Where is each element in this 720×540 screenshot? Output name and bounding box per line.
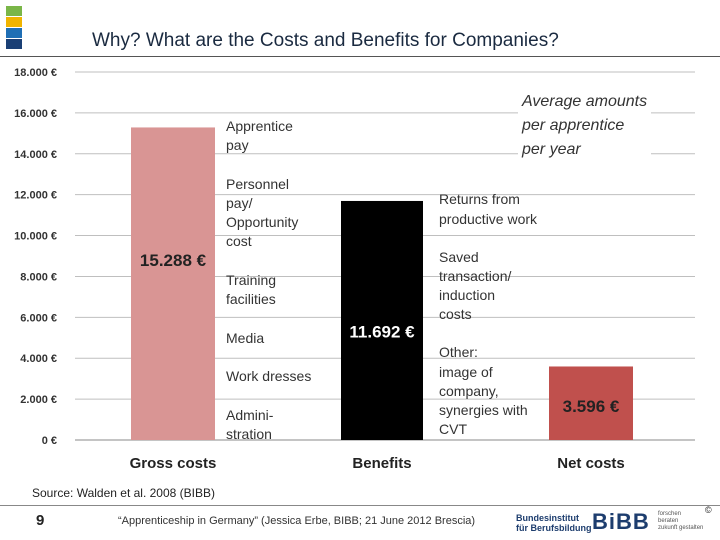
benefit-annotation: CVT — [439, 421, 467, 437]
gross-cost-annotation: Apprentice — [226, 118, 293, 134]
gross-cost-annotation: pay — [226, 137, 249, 153]
y-axis-tick-labels: 0 € 2.000 € 4.000 € 6.000 € 8.000 € 10.000 € 1… — [14, 67, 57, 447]
logo-square-3 — [6, 28, 22, 38]
benefit-annotation: image of — [439, 364, 493, 380]
copyright-mark: © — [705, 505, 712, 515]
benefit-annotation: company, — [439, 383, 499, 399]
bibb-name-line: für Berufsbildung — [516, 523, 592, 533]
logo-squares — [6, 6, 22, 50]
footer-text: “Apprenticeship in Germany” (Jessica Erb… — [118, 515, 476, 527]
title-divider — [0, 56, 720, 57]
bar-value-label: 15.288 € — [140, 251, 207, 270]
bibb-institute-name: Bundesinstitut für Berufsbildung — [516, 513, 592, 533]
y-tick-label: 18.000 € — [14, 67, 57, 79]
x-category-label: Net costs — [557, 455, 625, 472]
bar — [341, 200, 423, 440]
y-tick-label: 10.000 € — [14, 231, 57, 243]
benefit-annotation: induction — [439, 287, 495, 303]
gross-cost-annotation: pay/ — [226, 195, 253, 211]
bibb-tagline-line: zukunft gestalten — [658, 525, 704, 531]
page-number: 9 — [36, 512, 45, 529]
cost-benefit-chart: 0 € 2.000 € 4.000 € 6.000 € 8.000 € 10.000 € 1… — [14, 67, 695, 472]
bar-value-label: 3.596 € — [563, 397, 620, 416]
footer-divider — [0, 505, 720, 506]
y-tick-label: 16.000 € — [14, 108, 57, 120]
benefit-annotation: Returns from — [439, 191, 520, 207]
gross-cost-annotation: facilities — [226, 291, 276, 307]
y-tick-label: 12.000 € — [14, 190, 57, 202]
chart-bars — [131, 127, 633, 440]
gross-cost-annotation: Admini- — [226, 407, 274, 423]
average-amounts-note: Average amounts per apprentice per year — [518, 90, 652, 162]
x-category-label: Gross costs — [130, 455, 217, 472]
x-category-label: Benefits — [352, 455, 411, 472]
y-tick-label: 2.000 € — [20, 394, 57, 406]
y-tick-label: 6.000 € — [20, 312, 57, 324]
source-citation: Source: Walden et al. 2008 (BIBB) — [32, 486, 215, 500]
bar-value-label: 11.692 € — [349, 322, 415, 341]
y-tick-label: 4.000 € — [20, 353, 57, 365]
logo-square-2 — [6, 17, 22, 27]
gross-cost-annotation: Media — [226, 330, 264, 346]
benefit-annotation: transaction/ — [439, 268, 511, 284]
y-tick-label: 8.000 € — [20, 271, 57, 283]
benefit-annotation: Saved — [439, 249, 479, 265]
gross-cost-annotation: Personnel — [226, 176, 289, 192]
bibb-logo: BiBB — [592, 509, 650, 534]
logo-square-1 — [6, 6, 22, 16]
bar — [549, 366, 633, 440]
benefit-annotation: Other: — [439, 344, 478, 360]
logo-square-4 — [6, 39, 22, 49]
bar-annotations: Apprentice pay Personnel pay/Opportunity cos… — [226, 118, 538, 442]
benefit-annotation: costs — [439, 306, 472, 322]
gross-cost-annotation: Training — [226, 272, 276, 288]
bibb-tagline-line: forschen — [658, 511, 682, 517]
bibb-tagline-line: beraten — [658, 518, 679, 524]
slide-title: Why? What are the Costs and Benefits for… — [92, 30, 559, 51]
gross-cost-annotation: Opportunity — [226, 214, 298, 230]
x-axis-category-labels: Gross costs Benefits Net costs — [130, 455, 625, 472]
benefit-annotation: productive work — [439, 211, 538, 227]
y-tick-label: 0 € — [42, 435, 57, 447]
average-note-line: per apprentice — [522, 117, 625, 134]
gross-cost-annotation: cost — [226, 233, 252, 249]
average-note-line: per year — [522, 141, 581, 158]
average-note-line: Average amounts — [522, 93, 648, 110]
y-tick-label: 14.000 € — [14, 149, 57, 161]
bibb-tagline: forschen beraten zukunft gestalten — [658, 511, 703, 532]
gross-cost-annotation: stration — [226, 426, 272, 442]
bar — [131, 127, 215, 440]
benefit-annotation: synergies with — [439, 402, 528, 418]
bibb-name-line: Bundesinstitut — [516, 513, 579, 523]
bar-value-labels: 15.288 € 11.692 € 3.596 € — [140, 251, 620, 416]
gross-cost-annotation: Work dresses — [226, 368, 311, 384]
